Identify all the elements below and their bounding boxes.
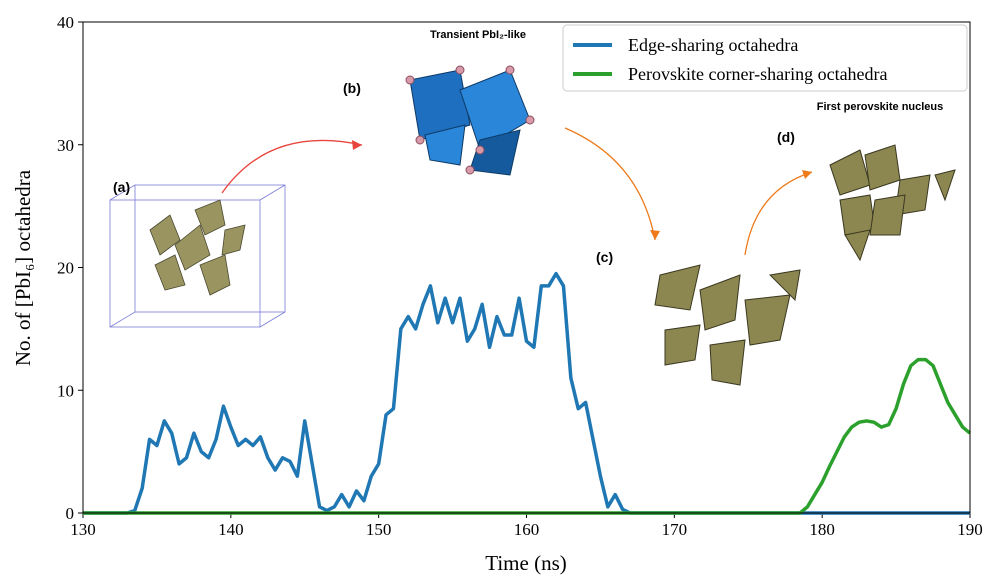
y-tick-label: 20 [57, 259, 74, 278]
x-tick-label: 140 [218, 520, 244, 539]
x-axis-label: Time (ns) [485, 551, 567, 575]
y-tick-label: 40 [57, 13, 74, 32]
x-tick-label: 160 [514, 520, 540, 539]
x-tick-label: 190 [957, 520, 983, 539]
plot-frame [82, 21, 971, 514]
annotation: (a) [113, 179, 130, 195]
inset-c [654, 264, 801, 386]
y-tick-label: 10 [57, 381, 74, 400]
inset-b [405, 65, 535, 176]
series-line [83, 271, 970, 515]
annotation: First perovskite nucleus [817, 101, 944, 113]
x-tick-label: 170 [662, 520, 688, 539]
annotation: (b) [343, 80, 361, 96]
x-tick-label: 180 [809, 520, 835, 539]
annotation: (c) [596, 249, 613, 265]
y-tick-label: 30 [57, 136, 74, 155]
legend-box [562, 24, 968, 92]
annotation: Transient PbI₂-like [430, 29, 526, 41]
inset-a [109, 184, 286, 328]
x-tick-label: 150 [366, 520, 392, 539]
legend-label: Perovskite corner-sharing octahedra [628, 64, 888, 84]
inset-d [829, 144, 956, 262]
y-axis-label: No. of [PbI₆] octahedra [11, 169, 35, 366]
y-tick-label: 0 [66, 504, 75, 523]
arrows [221, 127, 813, 256]
x-tick-label: 130 [70, 520, 96, 539]
legend-label: Edge-sharing octahedra [628, 35, 798, 55]
annotation: (d) [777, 129, 795, 145]
legend: Edge-sharing octahedra Perovskite corner-… [562, 24, 968, 92]
